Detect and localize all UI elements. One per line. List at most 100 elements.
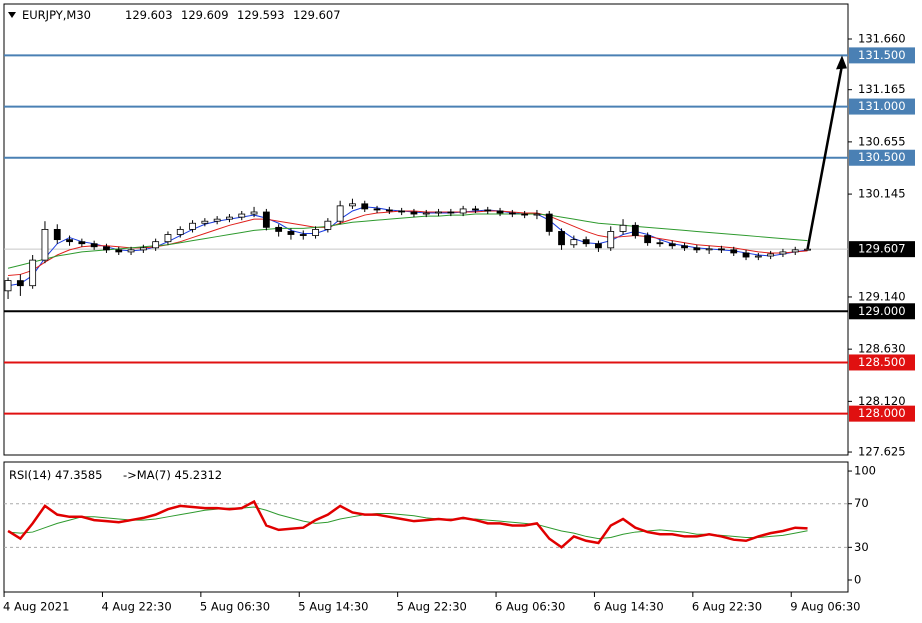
candle-body	[730, 249, 738, 254]
candle-body	[16, 280, 24, 287]
candle-body	[336, 205, 344, 222]
y-tick-label: 130.145	[858, 187, 906, 201]
level-label-box	[849, 303, 915, 320]
candle-body	[422, 212, 430, 215]
level-label-box	[849, 98, 915, 115]
candle-body	[373, 208, 381, 211]
x-tick-label: 6 Aug 06:30	[495, 600, 565, 614]
candle-body	[90, 243, 98, 248]
candle-body	[287, 231, 295, 235]
close-value: 129.607	[293, 8, 341, 22]
y-tick-label: 127.625	[858, 445, 906, 459]
candle-body	[804, 248, 811, 251]
candle-body	[103, 246, 110, 251]
rsi-ma-label: ->MA(7) 45.2312	[123, 468, 222, 482]
x-tick-label: 4 Aug 22:30	[101, 600, 171, 614]
candle-body	[299, 234, 307, 236]
candle-body	[484, 209, 492, 212]
candle-body	[582, 239, 590, 245]
candle-body	[262, 211, 270, 228]
x-tick-label: 5 Aug 22:30	[397, 600, 467, 614]
candle-body	[791, 249, 799, 253]
moving-average	[7, 213, 808, 269]
candle-body	[164, 234, 172, 243]
x-tick-label: 4 Aug 2021	[3, 600, 69, 614]
x-tick-label: 6 Aug 14:30	[593, 600, 663, 614]
candle-body	[681, 245, 688, 249]
candle-body	[349, 203, 356, 207]
x-tick-label: 6 Aug 22:30	[692, 600, 762, 614]
level-label-box	[849, 149, 915, 166]
candle-body	[742, 252, 750, 258]
menu-triangle[interactable]	[8, 12, 16, 18]
candle-body	[29, 259, 37, 287]
candle-body	[656, 242, 664, 245]
high-value: 129.609	[181, 8, 229, 22]
candle-body	[238, 213, 246, 218]
candle-body	[521, 213, 529, 216]
candle-body	[250, 211, 258, 215]
candle-body	[631, 224, 639, 236]
level-label-box	[849, 405, 915, 422]
level-label: 128.500	[858, 355, 906, 369]
candle-body	[66, 239, 73, 243]
rsi-ma-line	[8, 506, 808, 540]
rsi-header: RSI(14) 47.3585 ->MA(7) 45.2312	[9, 468, 222, 482]
x-tick-label: 5 Aug 14:30	[298, 600, 368, 614]
candle-body	[201, 220, 209, 224]
candle-body	[312, 228, 319, 236]
y-tick-label: 129.140	[858, 289, 906, 303]
candle-body	[496, 210, 504, 214]
rsi-label: RSI(14) 47.3585	[9, 468, 103, 482]
x-tick-label: 5 Aug 06:30	[200, 600, 270, 614]
candle-body	[176, 228, 184, 235]
candle-body	[533, 213, 541, 216]
candle-body	[779, 251, 787, 255]
candle-body	[570, 239, 578, 246]
candle-body	[4, 280, 12, 292]
candle-body	[754, 255, 762, 258]
level-label: 130.500	[858, 150, 906, 164]
candle-body	[545, 213, 553, 232]
candle-body	[361, 203, 369, 210]
candle-body	[459, 208, 467, 214]
candle-body	[508, 212, 516, 215]
candle-body	[115, 249, 123, 253]
y-tick-label: 30	[854, 540, 869, 554]
candle-body	[619, 224, 627, 232]
moving-average	[8, 210, 808, 276]
candle-body	[558, 231, 565, 246]
current-price-box	[849, 241, 915, 258]
candle-body	[693, 247, 701, 251]
rsi-panel	[3, 461, 849, 593]
candle-body	[324, 220, 332, 230]
candle-body	[435, 211, 442, 214]
arrow-head	[836, 55, 847, 70]
y-tick-label: 128.630	[858, 342, 906, 356]
y-tick-label: 100	[854, 464, 876, 478]
low-value: 129.593	[237, 8, 285, 22]
open-value: 129.603	[125, 8, 173, 22]
candle-body	[472, 208, 479, 211]
candle-body	[139, 247, 147, 251]
candle-body	[718, 248, 725, 251]
y-tick-label: 0	[854, 573, 861, 587]
candle-body	[767, 253, 775, 257]
candle-body	[668, 243, 676, 247]
x-tick-label: 9 Aug 06:30	[790, 600, 860, 614]
main-panel	[3, 3, 849, 456]
symbol: EURJPY,M30	[22, 8, 91, 22]
level-label: 131.500	[858, 48, 906, 62]
candle-body	[447, 211, 455, 214]
candle-body	[127, 249, 135, 253]
y-tick-label: 70	[854, 496, 869, 510]
candle-body	[189, 222, 196, 230]
candle-body	[41, 228, 49, 261]
candle-body	[595, 243, 602, 249]
rsi-line	[7, 499, 808, 549]
level-label: 128.000	[858, 406, 906, 420]
level-label: 129.000	[858, 304, 906, 318]
arrow-shaft	[806, 65, 844, 250]
candle-body	[644, 235, 652, 244]
candle-body	[78, 241, 86, 245]
